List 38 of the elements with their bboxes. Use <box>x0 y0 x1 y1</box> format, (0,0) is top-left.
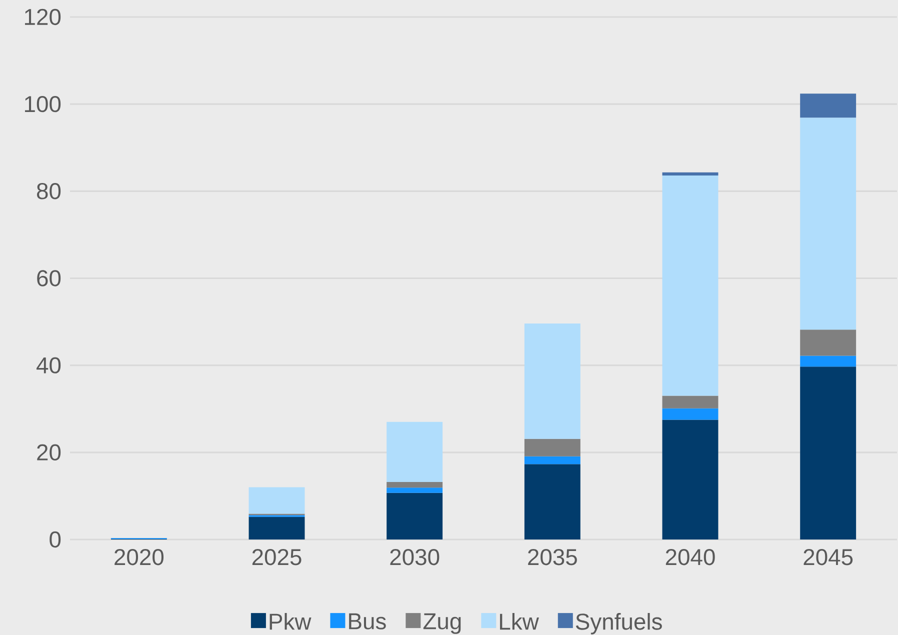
y-tick-label: 0 <box>50 531 61 548</box>
legend-label: Pkw <box>270 612 312 630</box>
bar <box>662 396 718 408</box>
y-tick-label: 100 <box>25 96 61 112</box>
bar <box>386 482 443 488</box>
bar <box>248 516 305 540</box>
bar <box>524 456 580 464</box>
y-tick-label: 60 <box>37 270 61 286</box>
y-tick-label: 20 <box>37 444 61 460</box>
bar <box>800 94 856 118</box>
bar <box>800 356 856 367</box>
y-tick-label: 40 <box>36 357 61 374</box>
y-tick-label: 120 <box>25 8 61 26</box>
bar <box>386 422 443 482</box>
bar <box>662 175 718 396</box>
bar <box>800 366 856 540</box>
bar <box>662 172 718 176</box>
x-tick-label: 2020 <box>114 548 164 566</box>
legend-label: Zug <box>423 613 461 634</box>
x-tick-label: 2040 <box>666 548 715 566</box>
bar <box>524 323 580 439</box>
legend-label: Synfuels <box>576 612 662 634</box>
bar <box>524 464 580 540</box>
y-tick-label: 80 <box>37 183 61 200</box>
x-tick-label: 2025 <box>252 548 302 566</box>
bar <box>800 330 856 356</box>
x-tick-label: 2045 <box>804 548 853 566</box>
bar <box>662 420 718 540</box>
x-tick-label: 2030 <box>390 548 440 566</box>
bar <box>662 408 718 420</box>
legend-label: Lkw <box>500 612 539 630</box>
x-tick-label: 2035 <box>528 548 577 566</box>
bar <box>800 118 856 330</box>
bar <box>386 492 443 540</box>
bar <box>248 487 305 514</box>
legend-label: Bus <box>349 613 386 630</box>
bar <box>524 438 580 456</box>
bar <box>386 488 443 493</box>
